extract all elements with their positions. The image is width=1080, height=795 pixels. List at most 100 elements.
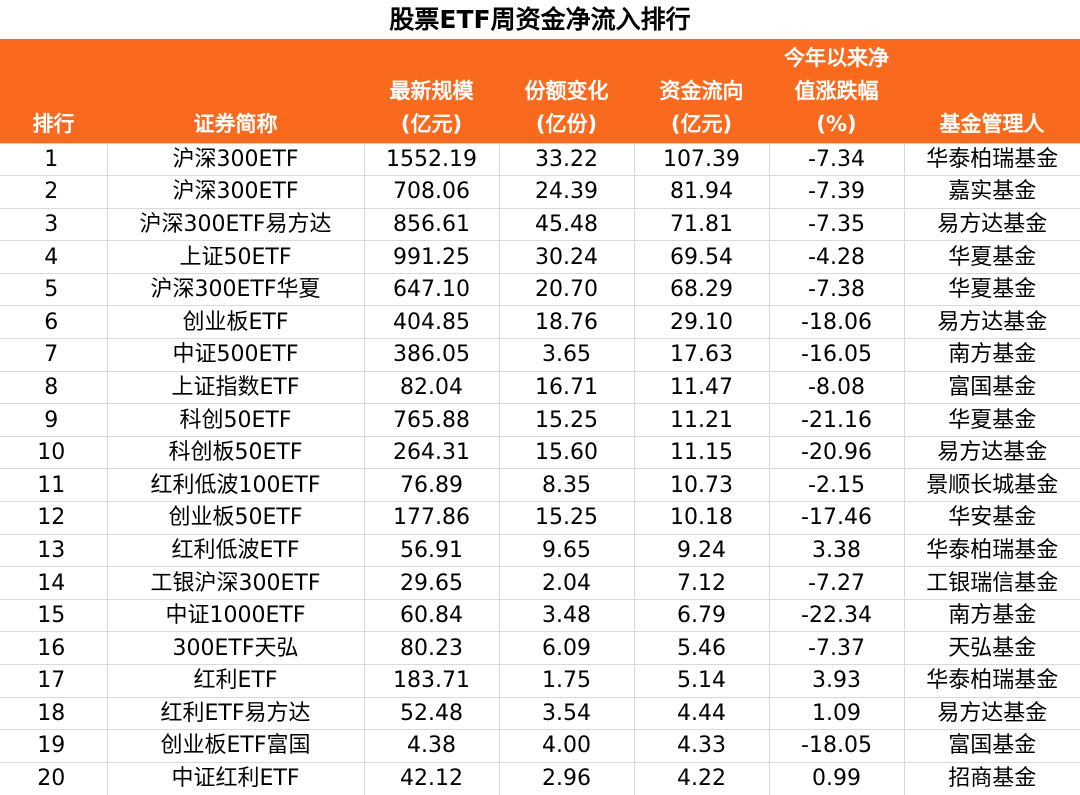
- table-row: 5 沪深300ETF华夏 647.10 20.70 68.29 -7.38 华夏基金: [0, 272, 1080, 306]
- fund-flow-cell: 69.54: [634, 240, 770, 274]
- fund-manager-cell: 易方达基金: [904, 305, 1080, 339]
- table-row: 20 中证红利ETF 42.12 2.96 4.22 0.99 招商基金: [0, 761, 1080, 795]
- security-name-cell: 沪深300ETF: [107, 175, 365, 209]
- latest-scale-cell: 991.25: [364, 240, 500, 274]
- share-change-cell: 3.65: [499, 338, 635, 372]
- fund-manager-cell: 工银瑞信基金: [904, 566, 1080, 600]
- header-fund-manager: 基金管理人: [904, 39, 1080, 143]
- fund-manager-cell: 华泰柏瑞基金: [904, 142, 1080, 176]
- ytd-nav-change-cell: -16.05: [769, 338, 905, 372]
- table-row: 10 科创板50ETF 264.31 15.60 11.15 -20.96 易方达基金: [0, 435, 1080, 469]
- share-change-cell: 2.96: [499, 761, 635, 795]
- fund-manager-cell: 富国基金: [904, 729, 1080, 763]
- ytd-nav-change-cell: -7.37: [769, 631, 905, 665]
- ytd-nav-change-cell: -8.08: [769, 370, 905, 404]
- share-change-cell: 18.76: [499, 305, 635, 339]
- fund-flow-cell: 71.81: [634, 207, 770, 241]
- ytd-nav-change-cell: -17.46: [769, 501, 905, 535]
- rank-cell: 17: [0, 664, 108, 698]
- table-row: 18 红利ETF易方达 52.48 3.54 4.44 1.09 易方达基金: [0, 696, 1080, 730]
- rank-cell: 14: [0, 566, 108, 600]
- fund-manager-cell: 易方达基金: [904, 207, 1080, 241]
- fund-manager-cell: 华夏基金: [904, 240, 1080, 274]
- fund-flow-cell: 11.21: [634, 403, 770, 437]
- share-change-cell: 33.22: [499, 142, 635, 176]
- share-change-cell: 8.35: [499, 468, 635, 502]
- fund-flow-cell: 6.79: [634, 598, 770, 632]
- table-row: 9 科创50ETF 765.88 15.25 11.21 -21.16 华夏基金: [0, 403, 1080, 437]
- table-row: 8 上证指数ETF 82.04 16.71 11.47 -8.08 富国基金: [0, 370, 1080, 404]
- table-row: 14 工银沪深300ETF 29.65 2.04 7.12 -7.27 工银瑞信基金: [0, 566, 1080, 600]
- rank-cell: 20: [0, 761, 108, 795]
- table-row: 3 沪深300ETF易方达 856.61 45.48 71.81 -7.35 易方达基金: [0, 207, 1080, 241]
- table-row: 2 沪深300ETF 708.06 24.39 81.94 -7.39 嘉实基金: [0, 175, 1080, 209]
- table-row: 19 创业板ETF富国 4.38 4.00 4.33 -18.05 富国基金: [0, 729, 1080, 763]
- security-name-cell: 创业板50ETF: [107, 501, 365, 535]
- ytd-nav-change-cell: 0.99: [769, 761, 905, 795]
- fund-manager-cell: 华泰柏瑞基金: [904, 664, 1080, 698]
- fund-flow-cell: 10.73: [634, 468, 770, 502]
- header-ytd-nav-change: 今年以来净 值涨跌幅 (%): [769, 39, 904, 143]
- rank-cell: 3: [0, 207, 108, 241]
- table-row: 16 300ETF天弘 80.23 6.09 5.46 -7.37 天弘基金: [0, 631, 1080, 665]
- security-name-cell: 中证500ETF: [107, 338, 365, 372]
- table-row: 13 红利低波ETF 56.91 9.65 9.24 3.38 华泰柏瑞基金: [0, 533, 1080, 567]
- fund-flow-cell: 5.46: [634, 631, 770, 665]
- table-body: 1 沪深300ETF 1552.19 33.22 107.39 -7.34 华泰柏瑞基金 2 沪…: [0, 142, 1080, 795]
- security-name-cell: 科创50ETF: [107, 403, 365, 437]
- latest-scale-cell: 1552.19: [364, 142, 500, 176]
- security-name-cell: 沪深300ETF华夏: [107, 272, 365, 306]
- latest-scale-cell: 42.12: [364, 761, 500, 795]
- share-change-cell: 4.00: [499, 729, 635, 763]
- header-fund-manager-line: 基金管理人: [939, 111, 1045, 136]
- latest-scale-cell: 60.84: [364, 598, 500, 632]
- rank-cell: 18: [0, 696, 108, 730]
- latest-scale-cell: 177.86: [364, 501, 500, 535]
- fund-flow-cell: 4.33: [634, 729, 770, 763]
- rank-cell: 13: [0, 533, 108, 567]
- header-fund-flow: 资金流向 (亿元): [634, 39, 769, 143]
- ytd-nav-change-cell: -21.16: [769, 403, 905, 437]
- ytd-nav-change-cell: -20.96: [769, 435, 905, 469]
- security-name-cell: 上证指数ETF: [107, 370, 365, 404]
- latest-scale-cell: 856.61: [364, 207, 500, 241]
- fund-flow-cell: 68.29: [634, 272, 770, 306]
- fund-flow-cell: 107.39: [634, 142, 770, 176]
- fund-manager-cell: 华泰柏瑞基金: [904, 533, 1080, 567]
- table-row: 4 上证50ETF 991.25 30.24 69.54 -4.28 华夏基金: [0, 240, 1080, 274]
- header-ytd-nav-change-line: (%): [816, 111, 857, 136]
- security-name-cell: 红利ETF易方达: [107, 696, 365, 730]
- ytd-nav-change-cell: -18.06: [769, 305, 905, 339]
- share-change-cell: 6.09: [499, 631, 635, 665]
- ytd-nav-change-cell: 1.09: [769, 696, 905, 730]
- security-name-cell: 中证红利ETF: [107, 761, 365, 795]
- latest-scale-cell: 765.88: [364, 403, 500, 437]
- table-row: 15 中证1000ETF 60.84 3.48 6.79 -22.34 南方基金: [0, 598, 1080, 632]
- ytd-nav-change-cell: -7.39: [769, 175, 905, 209]
- fund-flow-cell: 9.24: [634, 533, 770, 567]
- fund-flow-cell: 5.14: [634, 664, 770, 698]
- latest-scale-cell: 183.71: [364, 664, 500, 698]
- table-row: 12 创业板50ETF 177.86 15.25 10.18 -17.46 华安基金: [0, 501, 1080, 535]
- ytd-nav-change-cell: -2.15: [769, 468, 905, 502]
- latest-scale-cell: 386.05: [364, 338, 500, 372]
- latest-scale-cell: 647.10: [364, 272, 500, 306]
- header-latest-scale-line: 最新规模: [389, 78, 474, 103]
- header-rank-line: 排行: [32, 111, 75, 136]
- latest-scale-cell: 52.48: [364, 696, 500, 730]
- rank-cell: 15: [0, 598, 108, 632]
- fund-manager-cell: 富国基金: [904, 370, 1080, 404]
- fund-manager-cell: 天弘基金: [904, 631, 1080, 665]
- share-change-cell: 15.25: [499, 403, 635, 437]
- fund-manager-cell: 华夏基金: [904, 403, 1080, 437]
- table-header-row: 排行 证券简称 最新规模 (亿元) 份额变化 (亿份) 资金流向 (亿元) 今年以来净 值涨跌幅 (…: [0, 39, 1080, 143]
- rank-cell: 16: [0, 631, 108, 665]
- fund-flow-cell: 29.10: [634, 305, 770, 339]
- rank-cell: 4: [0, 240, 108, 274]
- security-name-cell: 创业板ETF富国: [107, 729, 365, 763]
- security-name-cell: 沪深300ETF易方达: [107, 207, 365, 241]
- fund-flow-cell: 11.15: [634, 435, 770, 469]
- header-rank: 排行: [0, 39, 107, 143]
- ytd-nav-change-cell: -18.05: [769, 729, 905, 763]
- share-change-cell: 30.24: [499, 240, 635, 274]
